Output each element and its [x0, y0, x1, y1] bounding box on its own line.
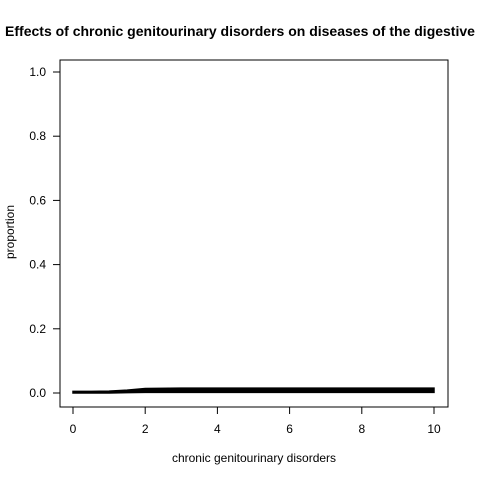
series-layer	[72, 387, 435, 394]
plot-frame	[59, 59, 449, 408]
x-tick-label: 2	[142, 422, 149, 436]
x-tick-label: 0	[70, 422, 77, 436]
x-tick-label: 6	[286, 422, 293, 436]
series-area	[72, 387, 435, 394]
x-tick-label: 8	[358, 422, 365, 436]
y-axis: 0.0 0.2 0.4 0.6 0.8 1.0	[29, 65, 60, 400]
x-tick-label: 10	[427, 422, 441, 436]
y-tick-label: 1.0	[29, 65, 46, 79]
x-axis: 0 2 4 6 8 10	[70, 407, 441, 436]
x-axis-label: chronic genitourinary disorders	[172, 451, 336, 465]
y-axis-label: proportion	[3, 205, 17, 259]
y-tick-label: 0.6	[29, 193, 46, 207]
y-tick-label: 0.2	[29, 322, 46, 336]
x-tick-label: 4	[214, 422, 221, 436]
y-tick-label: 0.4	[29, 258, 46, 272]
y-tick-label: 0.0	[29, 386, 46, 400]
chart-title: Effects of chronic genitourinary disorde…	[5, 23, 475, 39]
y-tick-label: 0.8	[29, 129, 46, 143]
